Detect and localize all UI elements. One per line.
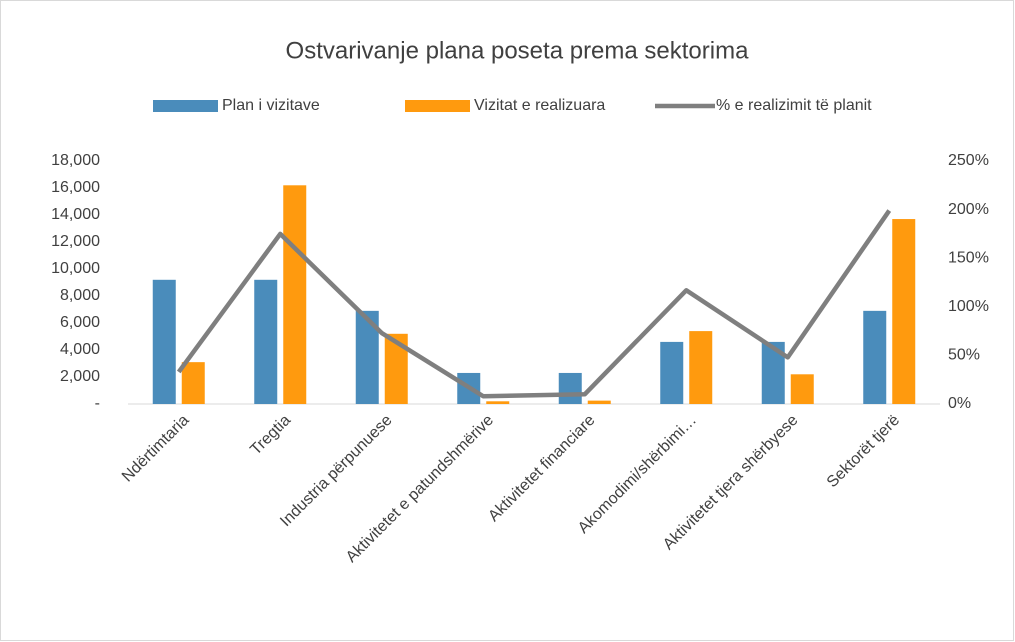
y2-tick-label: 0%	[948, 395, 971, 412]
y2-tick-label: 100%	[948, 298, 989, 315]
legend-swatch	[405, 100, 470, 112]
bar	[660, 341, 684, 404]
bar	[486, 401, 510, 404]
bar	[181, 362, 205, 404]
legend-label: Plan i vizitave	[222, 97, 320, 114]
bar	[355, 310, 379, 404]
y-tick-label: 8,000	[60, 287, 100, 304]
y-tick-label: 14,000	[51, 206, 100, 223]
bar	[863, 310, 887, 404]
y2-tick-label: 200%	[948, 201, 989, 218]
line	[176, 209, 892, 399]
y-tick-label: 12,000	[51, 233, 100, 250]
bar	[689, 331, 713, 404]
bar	[254, 279, 278, 404]
y-tick-label: 6,000	[60, 314, 100, 331]
y2-tick-label: 50%	[948, 347, 980, 364]
y-tick-label: 10,000	[51, 260, 100, 277]
y-tick-label: 18,000	[51, 152, 100, 169]
bar	[283, 185, 307, 404]
legend-label: % e realizimit të planit	[716, 97, 872, 114]
legend-swatch	[153, 100, 218, 112]
y2-tick-label: 150%	[948, 249, 989, 266]
bar	[790, 374, 814, 404]
bar	[558, 372, 582, 404]
bar	[761, 341, 785, 404]
y-tick-label: 16,000	[51, 179, 100, 196]
bar	[384, 333, 408, 404]
y-tick-label: -	[95, 395, 100, 412]
bar	[152, 279, 176, 404]
legend-label: Vizitat e realizuara	[474, 97, 605, 114]
y-tick-label: 4,000	[60, 341, 100, 358]
y-tick-label: 2,000	[60, 368, 100, 385]
bar	[587, 400, 611, 404]
y2-tick-label: 250%	[948, 152, 989, 169]
bar	[892, 219, 916, 404]
chart-title: Ostvarivanje plana poseta prema sektorim…	[286, 37, 750, 64]
